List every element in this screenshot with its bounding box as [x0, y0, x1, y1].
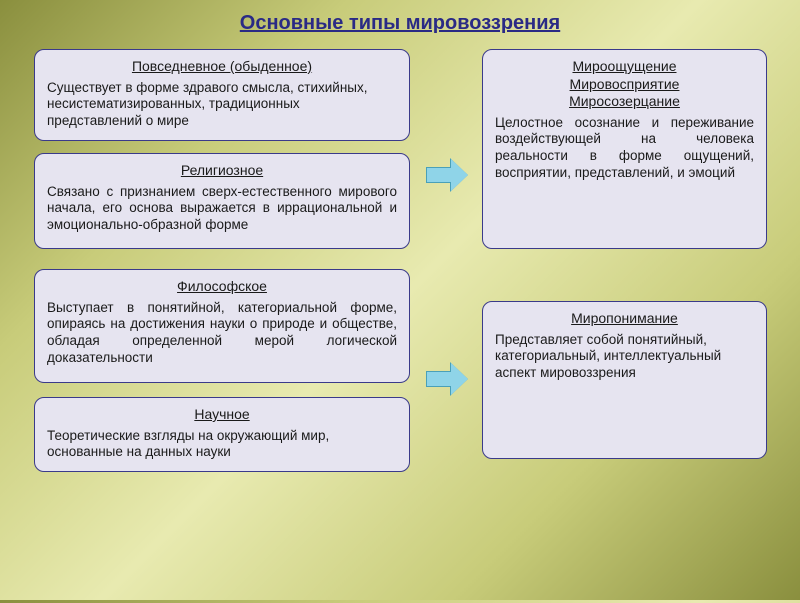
box-philosophical: Философское Выступает в понятийной, катег…: [34, 269, 410, 383]
arrow-bottom-icon: [426, 363, 468, 395]
box-body-scientific: Теоретические взгляды на окружающий мир,…: [47, 428, 397, 462]
box-body-everyday: Существует в форме здравого смысла, стих…: [47, 80, 397, 131]
box-everyday: Повседневное (обыденное) Существует в фор…: [34, 49, 410, 141]
diagram-canvas: Повседневное (обыденное) Существует в фор…: [0, 43, 800, 603]
page-title: Основные типы мировоззрения: [0, 0, 800, 43]
box-religious: Религиозное Связано с признанием сверх-ес…: [34, 153, 410, 249]
box-scientific: Научное Теоретические взгляды на окружающ…: [34, 397, 410, 472]
box-title-scientific: Научное: [47, 406, 397, 424]
arrow-top-icon: [426, 159, 468, 191]
box-title-perception: МироощущениеМировосприятиеМиросозерцание: [495, 58, 754, 111]
box-body-perception: Целостное осознание и переживание воздей…: [495, 115, 754, 183]
box-understanding: Миропонимание Представляет собой понятийн…: [482, 301, 767, 459]
box-perception: МироощущениеМировосприятиеМиросозерцание…: [482, 49, 767, 249]
box-title-everyday: Повседневное (обыденное): [47, 58, 397, 76]
box-title-religious: Религиозное: [47, 162, 397, 180]
box-title-philosophical: Философское: [47, 278, 397, 296]
box-body-religious: Связано с признанием сверх-естественного…: [47, 184, 397, 235]
box-body-understanding: Представляет собой понятийный, категориа…: [495, 332, 754, 383]
box-body-philosophical: Выступает в понятийной, категориальной ф…: [47, 300, 397, 368]
box-title-understanding: Миропонимание: [495, 310, 754, 328]
